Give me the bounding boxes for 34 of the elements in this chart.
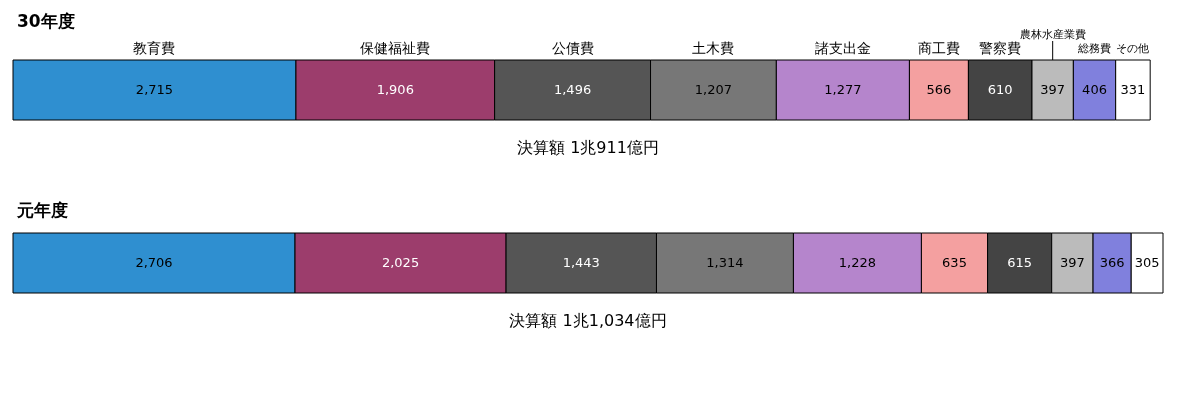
series-label: その他: [1116, 42, 1150, 55]
data-label: 1,496: [553, 82, 592, 97]
text: 農林水産業費: [1019, 28, 1086, 41]
series-label: 公債費: [551, 40, 594, 56]
data-label: 2,715: [135, 82, 174, 97]
data-label: 1,207: [694, 82, 733, 97]
total-label: 決算額 1兆1,034億円: [509, 311, 667, 330]
data-label: 1,906: [376, 82, 414, 97]
series-label: 警察費: [979, 40, 1022, 56]
series-label: 諸支出金: [814, 40, 871, 56]
data-label: 1,277: [824, 82, 862, 97]
data-label: 566: [926, 82, 952, 97]
data-label: 366: [1099, 255, 1125, 270]
data-label: 397: [1059, 255, 1085, 270]
series-label: 商工費: [917, 40, 960, 56]
series-label: 教育費: [133, 40, 176, 56]
data-label: 1,228: [838, 255, 877, 270]
data-label: 1,314: [706, 255, 744, 270]
data-label: 2,025: [381, 255, 420, 270]
data-label: 635: [942, 255, 967, 270]
data-label: 406: [1082, 82, 1107, 97]
series-label: 保健福祉費: [360, 40, 431, 56]
y-tick-label: 30年度: [17, 11, 75, 31]
series-label: 総務費: [1077, 42, 1112, 55]
data-label: 2,706: [135, 255, 173, 270]
data-label: 331: [1120, 82, 1146, 97]
total-label: 決算額 1兆911億円: [517, 138, 659, 157]
data-label: 610: [987, 82, 1013, 97]
data-label: 1,443: [562, 255, 600, 270]
data-label: 397: [1040, 82, 1066, 97]
y-tick-label: 元年度: [16, 200, 68, 220]
data-label: 305: [1134, 255, 1160, 270]
data-label: 615: [1007, 255, 1033, 270]
series-label: 土木費: [692, 40, 735, 56]
